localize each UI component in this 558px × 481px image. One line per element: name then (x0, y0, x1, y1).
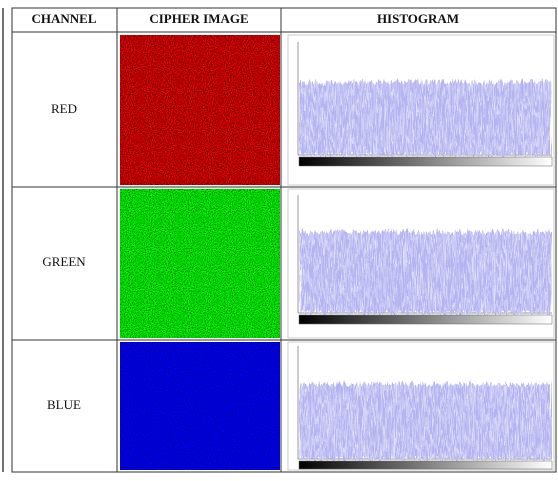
cipher-image (120, 342, 280, 470)
channel-label: RED (51, 101, 77, 116)
cipher-image (120, 189, 280, 338)
header-cell: HISTOGRAM (377, 11, 459, 26)
histogram-image (288, 342, 554, 470)
histogram-image (288, 35, 554, 185)
header-cell: CIPHER IMAGE (149, 11, 248, 26)
histogram-image (288, 189, 554, 338)
cipher-image (120, 35, 280, 185)
header-cell: CHANNEL (31, 11, 96, 26)
table-figure: CHANNEL CIPHER IMAGE HISTOGRAM RED GREEN… (0, 0, 558, 481)
channel-label: GREEN (42, 254, 86, 269)
channel-label: BLUE (47, 397, 81, 412)
